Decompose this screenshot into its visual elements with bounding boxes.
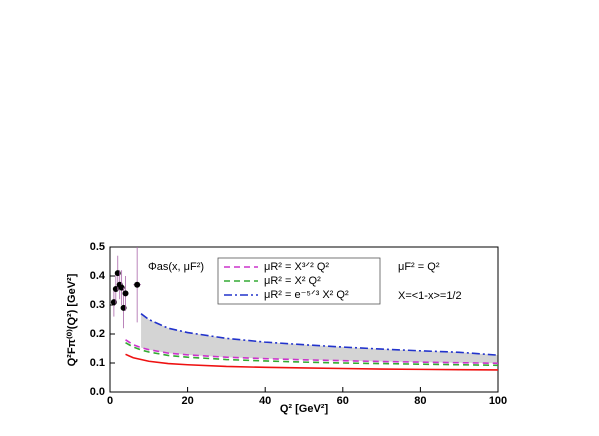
legend-label: μR² = X² Q² — [264, 275, 321, 287]
legend-label: μR² = X³ᐟ² Q² — [264, 261, 329, 273]
data-point — [114, 270, 121, 277]
x-tick-label: 60 — [337, 395, 349, 407]
y-tick-label: 0.1 — [90, 357, 105, 369]
x-tick-label: 80 — [414, 395, 426, 407]
y-tick-label: 0.3 — [90, 299, 105, 311]
series-line — [125, 353, 499, 371]
data-point — [118, 284, 125, 291]
series-line — [125, 342, 499, 367]
annotation: Φas(x, μF²) — [148, 261, 204, 273]
data-point — [120, 304, 127, 311]
data-point — [134, 281, 141, 288]
x-tick-label: 40 — [259, 395, 271, 407]
data-point — [110, 299, 117, 306]
y-tick-label: 0.0 — [90, 386, 105, 398]
x-axis-label: Q² [GeV²] — [280, 403, 329, 415]
series-line — [125, 339, 499, 365]
data-point — [122, 290, 129, 297]
x-tick-label: 0 — [107, 395, 113, 407]
data-point — [112, 286, 119, 293]
x-tick-label: 100 — [489, 395, 507, 407]
annotation: X=<1-x>=1/2 — [398, 290, 462, 302]
plot-frame — [109, 246, 499, 393]
series-line — [140, 313, 499, 356]
y-axis-label: Q²Fπ⁽⁰⁾(Q²) [GeV²] — [66, 273, 78, 366]
annotation: μF² = Q² — [398, 261, 440, 273]
y-tick-label: 0.2 — [90, 328, 105, 340]
y-tick-label: 0.4 — [90, 270, 106, 282]
legend-box — [217, 257, 381, 305]
legend-label: μR² = e⁻⁵ᐟ³ X² Q² — [264, 289, 349, 301]
y-tick-label: 0.5 — [90, 241, 105, 253]
x-tick-label: 20 — [181, 395, 193, 407]
